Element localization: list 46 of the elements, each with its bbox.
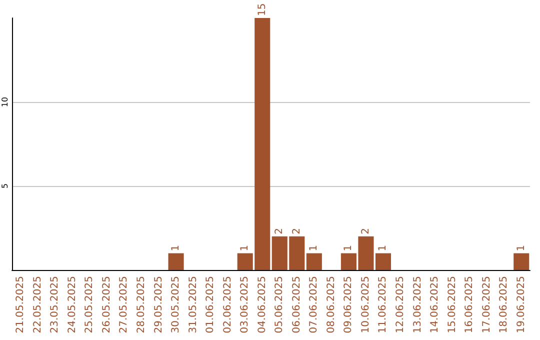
x-tick-label: 26.05.2025 (101, 276, 112, 334)
x-tick-label: 31.05.2025 (188, 276, 199, 334)
data-label: 1 (516, 244, 527, 252)
data-label: 1 (378, 244, 389, 252)
x-tick-label: 04.06.2025 (256, 276, 268, 334)
data-label: 2 (274, 228, 286, 234)
x-tick-label: 11.06.2025 (378, 276, 389, 334)
data-label: 1 (170, 244, 182, 252)
bar (168, 253, 184, 270)
data-label: 1 (240, 244, 251, 252)
x-tick-label: 09.06.2025 (343, 276, 354, 334)
x-tick-label: 27.05.2025 (118, 276, 130, 334)
x-tick-label: 24.05.2025 (66, 276, 78, 334)
x-tick-label: 18.06.2025 (498, 276, 510, 334)
y-tick-label: 10 (0, 96, 10, 108)
data-label: 1 (343, 244, 354, 252)
x-tick-label: 01.06.2025 (205, 276, 216, 334)
x-tick-label: 29.05.2025 (153, 276, 164, 334)
x-tick-label: 22.05.2025 (32, 276, 44, 334)
x-tick-label: 10.06.2025 (360, 276, 372, 334)
x-tick-label: 14.06.2025 (430, 276, 441, 334)
x-tick-label: 02.06.2025 (222, 276, 234, 334)
data-label: 1 (308, 244, 320, 252)
x-tick-label: 23.05.2025 (50, 276, 61, 334)
data-label: 15 (256, 3, 268, 16)
x-tick-label: 17.06.2025 (481, 276, 492, 334)
y-tick-label: 5 (0, 183, 10, 189)
x-tick-label: 05.06.2025 (274, 276, 286, 334)
data-label: 2 (291, 228, 302, 234)
x-tick-label: 16.06.2025 (464, 276, 476, 334)
x-tick-label: 07.06.2025 (308, 276, 320, 334)
x-tick-label: 06.06.2025 (291, 276, 302, 334)
data-label: 2 (360, 228, 372, 234)
x-tick-label: 28.05.2025 (136, 276, 147, 334)
bar (306, 253, 322, 270)
x-tick-label: 25.05.2025 (84, 276, 96, 334)
bar (514, 253, 530, 270)
x-tick-label: 30.05.2025 (170, 276, 182, 334)
x-tick-label: 19.06.2025 (516, 276, 527, 334)
x-tick-label: 08.06.2025 (326, 276, 337, 334)
x-tick-label: 13.06.2025 (412, 276, 424, 334)
x-tick-label: 21.05.2025 (15, 276, 26, 334)
x-tick-label: 15.06.2025 (446, 276, 458, 334)
bar (375, 253, 392, 270)
x-tick-label: 03.06.2025 (240, 276, 251, 334)
x-tick-label: 12.06.2025 (395, 276, 406, 334)
